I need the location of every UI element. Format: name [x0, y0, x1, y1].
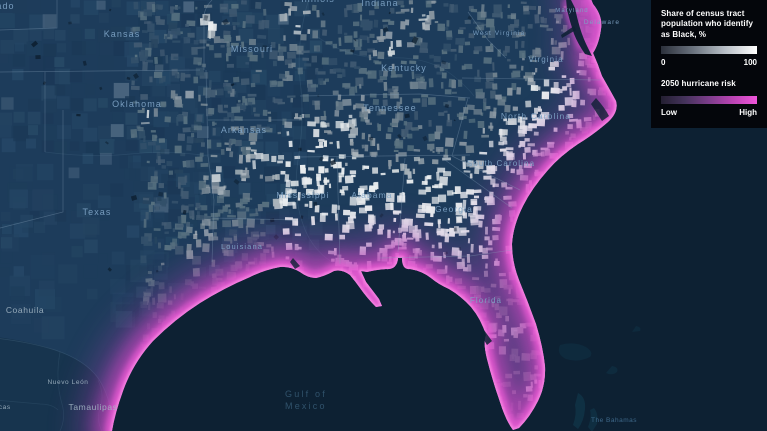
state-label-tennessee: Tennessee [363, 103, 416, 113]
state-label-virginia: Virginia [528, 55, 563, 64]
state-label-louisiana: Louisiana [221, 242, 263, 251]
state-label-delaware: Delaware [584, 19, 620, 26]
state-label-kentucky: Kentucky [381, 63, 427, 73]
population-max-label: 100 [743, 58, 757, 68]
map-legend: Share of census tract population who ide… [651, 0, 767, 128]
risk-gradient-bar [661, 95, 757, 104]
bays-water [290, 0, 609, 345]
state-label-north-carolina: North Carolina [501, 111, 571, 121]
state-label-arkansas: Arkansas [221, 125, 267, 135]
population-legend-title: Share of census tract population who ide… [661, 9, 754, 39]
state-label-missouri: Missouri [231, 44, 273, 54]
state-label-kansas: Kansas [104, 29, 141, 39]
bahamas-islands [558, 326, 641, 431]
state-label-maryland: Maryland [555, 8, 588, 14]
state-label-west-virginia: West Virginia [473, 30, 525, 37]
state-label-zacatecas: Zacatecas [0, 404, 11, 411]
water-label-gulf-of: Gulf of [285, 389, 327, 399]
state-label-tamaulipas: Tamaulipas [69, 402, 118, 412]
state-label-illinois: Illinois [301, 0, 335, 4]
state-label-south-carolina: South Carolina [467, 159, 535, 168]
state-label-oklahoma: Oklahoma [112, 99, 162, 109]
water-label-the-bahamas: The Bahamas [591, 417, 637, 424]
state-label-florida: Florida [470, 296, 502, 305]
state-label-mississippi: Mississippi [276, 190, 329, 200]
water-label-mexico: Mexico [285, 401, 327, 411]
state-label-indiana: Indiana [361, 0, 398, 8]
risk-legend-title: 2050 hurricane risk [661, 79, 736, 89]
mexico-region [0, 337, 112, 431]
state-label-alabama: Alabama [351, 190, 392, 200]
risk-max-label: High [739, 107, 757, 117]
state-borders [0, 0, 601, 265]
population-min-label: 0 [661, 58, 666, 68]
risk-min-label: Low [661, 107, 677, 117]
population-gradient-bar [661, 46, 757, 55]
state-label-texas: Texas [82, 207, 111, 217]
map-labels: Colorado Kansas Missouri Illinois Indiana Ken… [0, 0, 637, 424]
state-label-colorado: Colorado [0, 1, 15, 11]
state-label-nuevo-leon: Nuevo León [47, 379, 88, 386]
state-label-georgia: Georgia [435, 204, 473, 214]
state-label-coahuila: Coahuila [6, 305, 44, 315]
